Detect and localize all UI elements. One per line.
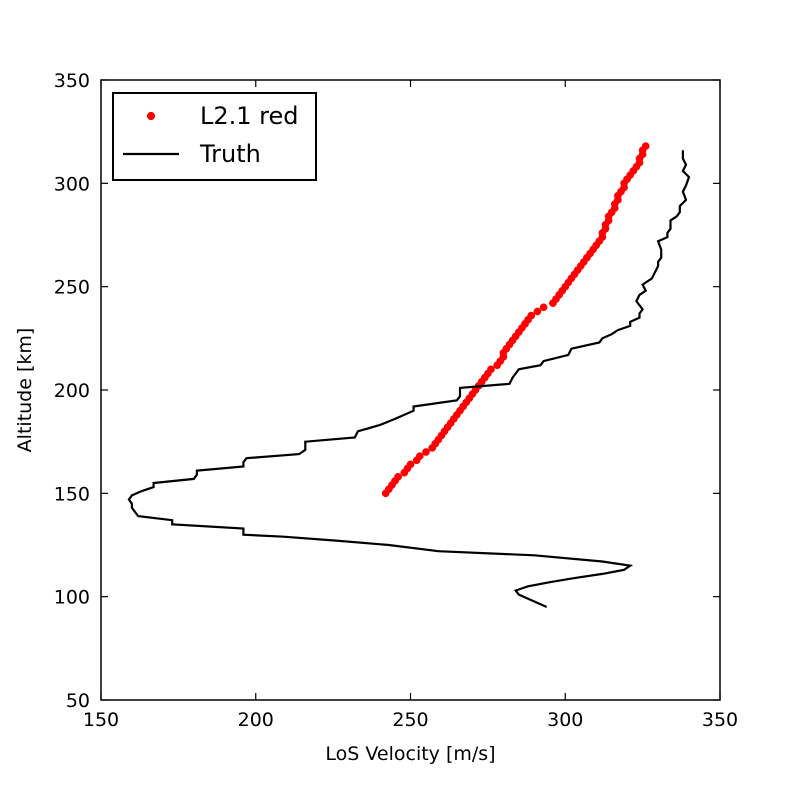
- y-tick-label: 250: [54, 277, 90, 299]
- y-tick-label: 350: [54, 70, 90, 92]
- legend-label-truth: Truth: [199, 140, 261, 168]
- x-tick-label: 350: [702, 709, 738, 731]
- y-tick-label: 300: [54, 173, 90, 195]
- data-point-l2-1-red: [527, 311, 536, 320]
- data-point-l2-1-red: [539, 303, 548, 312]
- data-point-l2-1-red: [415, 452, 424, 460]
- legend-box: [112, 92, 317, 181]
- data-point-l2-1-red: [641, 142, 650, 150]
- x-tick-label: 150: [83, 709, 119, 731]
- legend: L2.1 red Truth: [112, 92, 317, 181]
- y-axis-title: Altitude [km]: [14, 328, 36, 453]
- x-tick-label: 200: [238, 709, 274, 731]
- y-tick-label: 150: [54, 483, 90, 505]
- data-point-l2-1-red: [487, 365, 495, 374]
- x-tick-label: 300: [547, 709, 583, 731]
- chart-marks: [127, 142, 691, 609]
- x-axis-title: LoS Velocity [m/s]: [325, 743, 495, 765]
- series-line-truth: [127, 150, 691, 609]
- legend-marker-l2-red: [146, 111, 156, 121]
- data-point-l2-1-red: [406, 460, 415, 469]
- axis-ticks: 150 200 250 300 350 50 100 150 200 250 300 350: [54, 70, 738, 731]
- data-point-l2-1-red: [394, 472, 402, 481]
- legend-label-l2-red: L2.1 red: [200, 102, 299, 130]
- y-tick-label: 100: [54, 587, 90, 609]
- x-tick-label: 250: [392, 709, 428, 731]
- y-tick-label: 200: [54, 380, 90, 402]
- data-point-l2-1-red: [422, 448, 430, 456]
- y-tick-label: 50: [66, 690, 90, 712]
- data-point-l2-1-red: [533, 307, 542, 316]
